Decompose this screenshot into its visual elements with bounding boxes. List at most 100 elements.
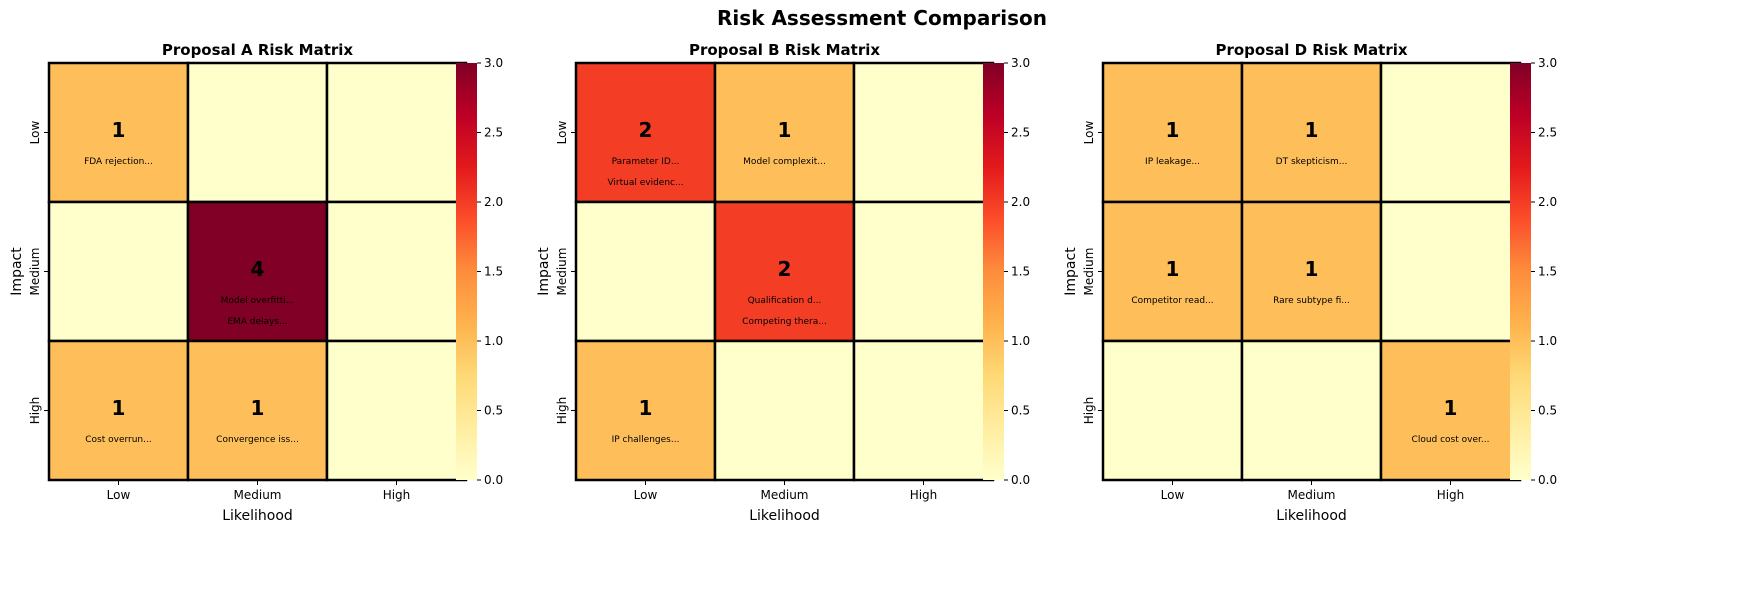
cell-count-label: 1 (639, 396, 653, 420)
x-axis-label: Likelihood (222, 508, 293, 524)
colorbar-tick-label: 0.5 (1011, 404, 1030, 418)
cell-risk-label: IP leakage... (1145, 157, 1200, 167)
y-tick-label: High (28, 397, 42, 425)
x-tick-label: Low (634, 488, 658, 502)
heatmap-cell (852, 200, 995, 343)
heatmap-cell (325, 200, 468, 343)
cell-risk-label: Virtual evidenc... (607, 178, 683, 188)
heatmap-cell (186, 61, 329, 204)
colorbar-tick-label: 2.5 (484, 126, 503, 140)
colorbar-tick-label: 2.0 (484, 195, 503, 209)
x-tick-label: Medium (234, 488, 282, 502)
colorbar (456, 63, 477, 480)
heatmap-cell (47, 61, 190, 204)
colorbar-tick-label: 0.5 (484, 404, 503, 418)
heatmap-cell (325, 339, 468, 482)
heatmap-cell (713, 200, 856, 343)
cell-risk-label: Parameter ID... (612, 157, 680, 167)
x-tick-label: Low (107, 488, 131, 502)
cell-count-label: 2 (639, 118, 653, 142)
y-axis-label: Impact (9, 247, 25, 296)
risk-matrix-panel: 2 Parameter ID... Virtual evidenc... 1 Model… (536, 41, 1030, 524)
cell-count-label: 1 (1305, 118, 1319, 142)
cell-count-label: 2 (778, 257, 792, 281)
heatmap-cell (1379, 200, 1522, 343)
heatmap-cell (1240, 339, 1383, 482)
colorbar (983, 63, 1004, 480)
colorbar-tick-label: 1.5 (1538, 265, 1557, 279)
heatmap-cell (852, 61, 995, 204)
colorbar-tick-label: 3.0 (1538, 56, 1557, 70)
risk-matrix-panel: 1 FDA rejection... 4 Model overfitti... EMA … (9, 41, 503, 524)
cell-count-label: 1 (1305, 257, 1319, 281)
heatmap-cell (47, 200, 190, 343)
cell-count-label: 1 (1444, 396, 1458, 420)
figure-title: Risk Assessment Comparison (717, 6, 1047, 30)
heatmap-cell (574, 200, 717, 343)
cell-count-label: 1 (251, 396, 265, 420)
y-tick-label: Medium (1082, 248, 1096, 296)
colorbar-tick-label: 1.5 (484, 265, 503, 279)
heatmap-cell (713, 339, 856, 482)
heatmap-cell (1379, 339, 1522, 482)
heatmap-cell (186, 200, 329, 343)
colorbar-tick-label: 1.0 (484, 334, 503, 348)
cell-count-label: 4 (251, 257, 265, 281)
cell-risk-label: Rare subtype fi... (1273, 296, 1350, 306)
cell-count-label: 1 (778, 118, 792, 142)
y-tick-label: Low (1082, 121, 1096, 145)
colorbar-tick-label: 0.5 (1538, 404, 1557, 418)
cell-risk-label: FDA rejection... (84, 157, 153, 167)
colorbar-tick-label: 0.0 (484, 473, 503, 487)
x-axis-label: Likelihood (1276, 508, 1347, 524)
cell-risk-label: EMA delays... (227, 317, 287, 327)
y-tick-label: High (555, 397, 569, 425)
cell-risk-label: Model overfitti... (221, 296, 295, 306)
cell-risk-label: Model complexit... (743, 157, 826, 167)
cell-risk-label: Cost overrun... (85, 435, 151, 445)
x-tick-label: High (910, 488, 938, 502)
y-tick-label: Low (555, 121, 569, 145)
panel-title: Proposal D Risk Matrix (1215, 41, 1407, 59)
heatmap-cell (1101, 339, 1244, 482)
colorbar-tick-label: 1.0 (1011, 334, 1030, 348)
x-tick-label: Medium (1288, 488, 1336, 502)
cell-count-label: 1 (112, 396, 126, 420)
colorbar-tick-label: 0.0 (1011, 473, 1030, 487)
cell-count-label: 1 (112, 118, 126, 142)
colorbar-tick-label: 1.5 (1011, 265, 1030, 279)
heatmap-cell (325, 61, 468, 204)
cell-count-label: 1 (1166, 257, 1180, 281)
heatmap-cell (1240, 61, 1383, 204)
y-tick-label: Medium (28, 248, 42, 296)
colorbar (1510, 63, 1531, 480)
colorbar-tick-label: 2.5 (1538, 126, 1557, 140)
cell-risk-label: Competing thera... (742, 317, 827, 327)
x-tick-label: Medium (761, 488, 809, 502)
cell-risk-label: Convergence iss... (216, 435, 299, 445)
x-tick-label: High (383, 488, 411, 502)
cell-risk-label: Cloud cost over... (1412, 435, 1490, 445)
heatmap-cell (47, 339, 190, 482)
risk-matrix-panel: 1 IP leakage... 1 DT skepticism... 1 Competit… (1063, 41, 1557, 524)
colorbar-tick-label: 3.0 (1011, 56, 1030, 70)
colorbar-tick-label: 3.0 (484, 56, 503, 70)
x-axis-label: Likelihood (749, 508, 820, 524)
heatmap-cell (1379, 61, 1522, 204)
y-tick-label: Medium (555, 248, 569, 296)
colorbar-tick-label: 1.0 (1538, 334, 1557, 348)
x-tick-label: High (1437, 488, 1465, 502)
y-axis-label: Impact (536, 247, 552, 296)
cell-risk-label: Qualification d... (748, 296, 822, 306)
colorbar-tick-label: 2.0 (1538, 195, 1557, 209)
panel-title: Proposal A Risk Matrix (162, 41, 354, 59)
cell-risk-label: IP challenges... (612, 435, 680, 445)
y-axis-label: Impact (1063, 247, 1079, 296)
panel-title: Proposal B Risk Matrix (689, 41, 880, 59)
colorbar-tick-label: 2.0 (1011, 195, 1030, 209)
cell-count-label: 1 (1166, 118, 1180, 142)
y-tick-label: Low (28, 121, 42, 145)
cell-risk-label: Competitor read... (1131, 296, 1213, 306)
y-tick-label: High (1082, 397, 1096, 425)
